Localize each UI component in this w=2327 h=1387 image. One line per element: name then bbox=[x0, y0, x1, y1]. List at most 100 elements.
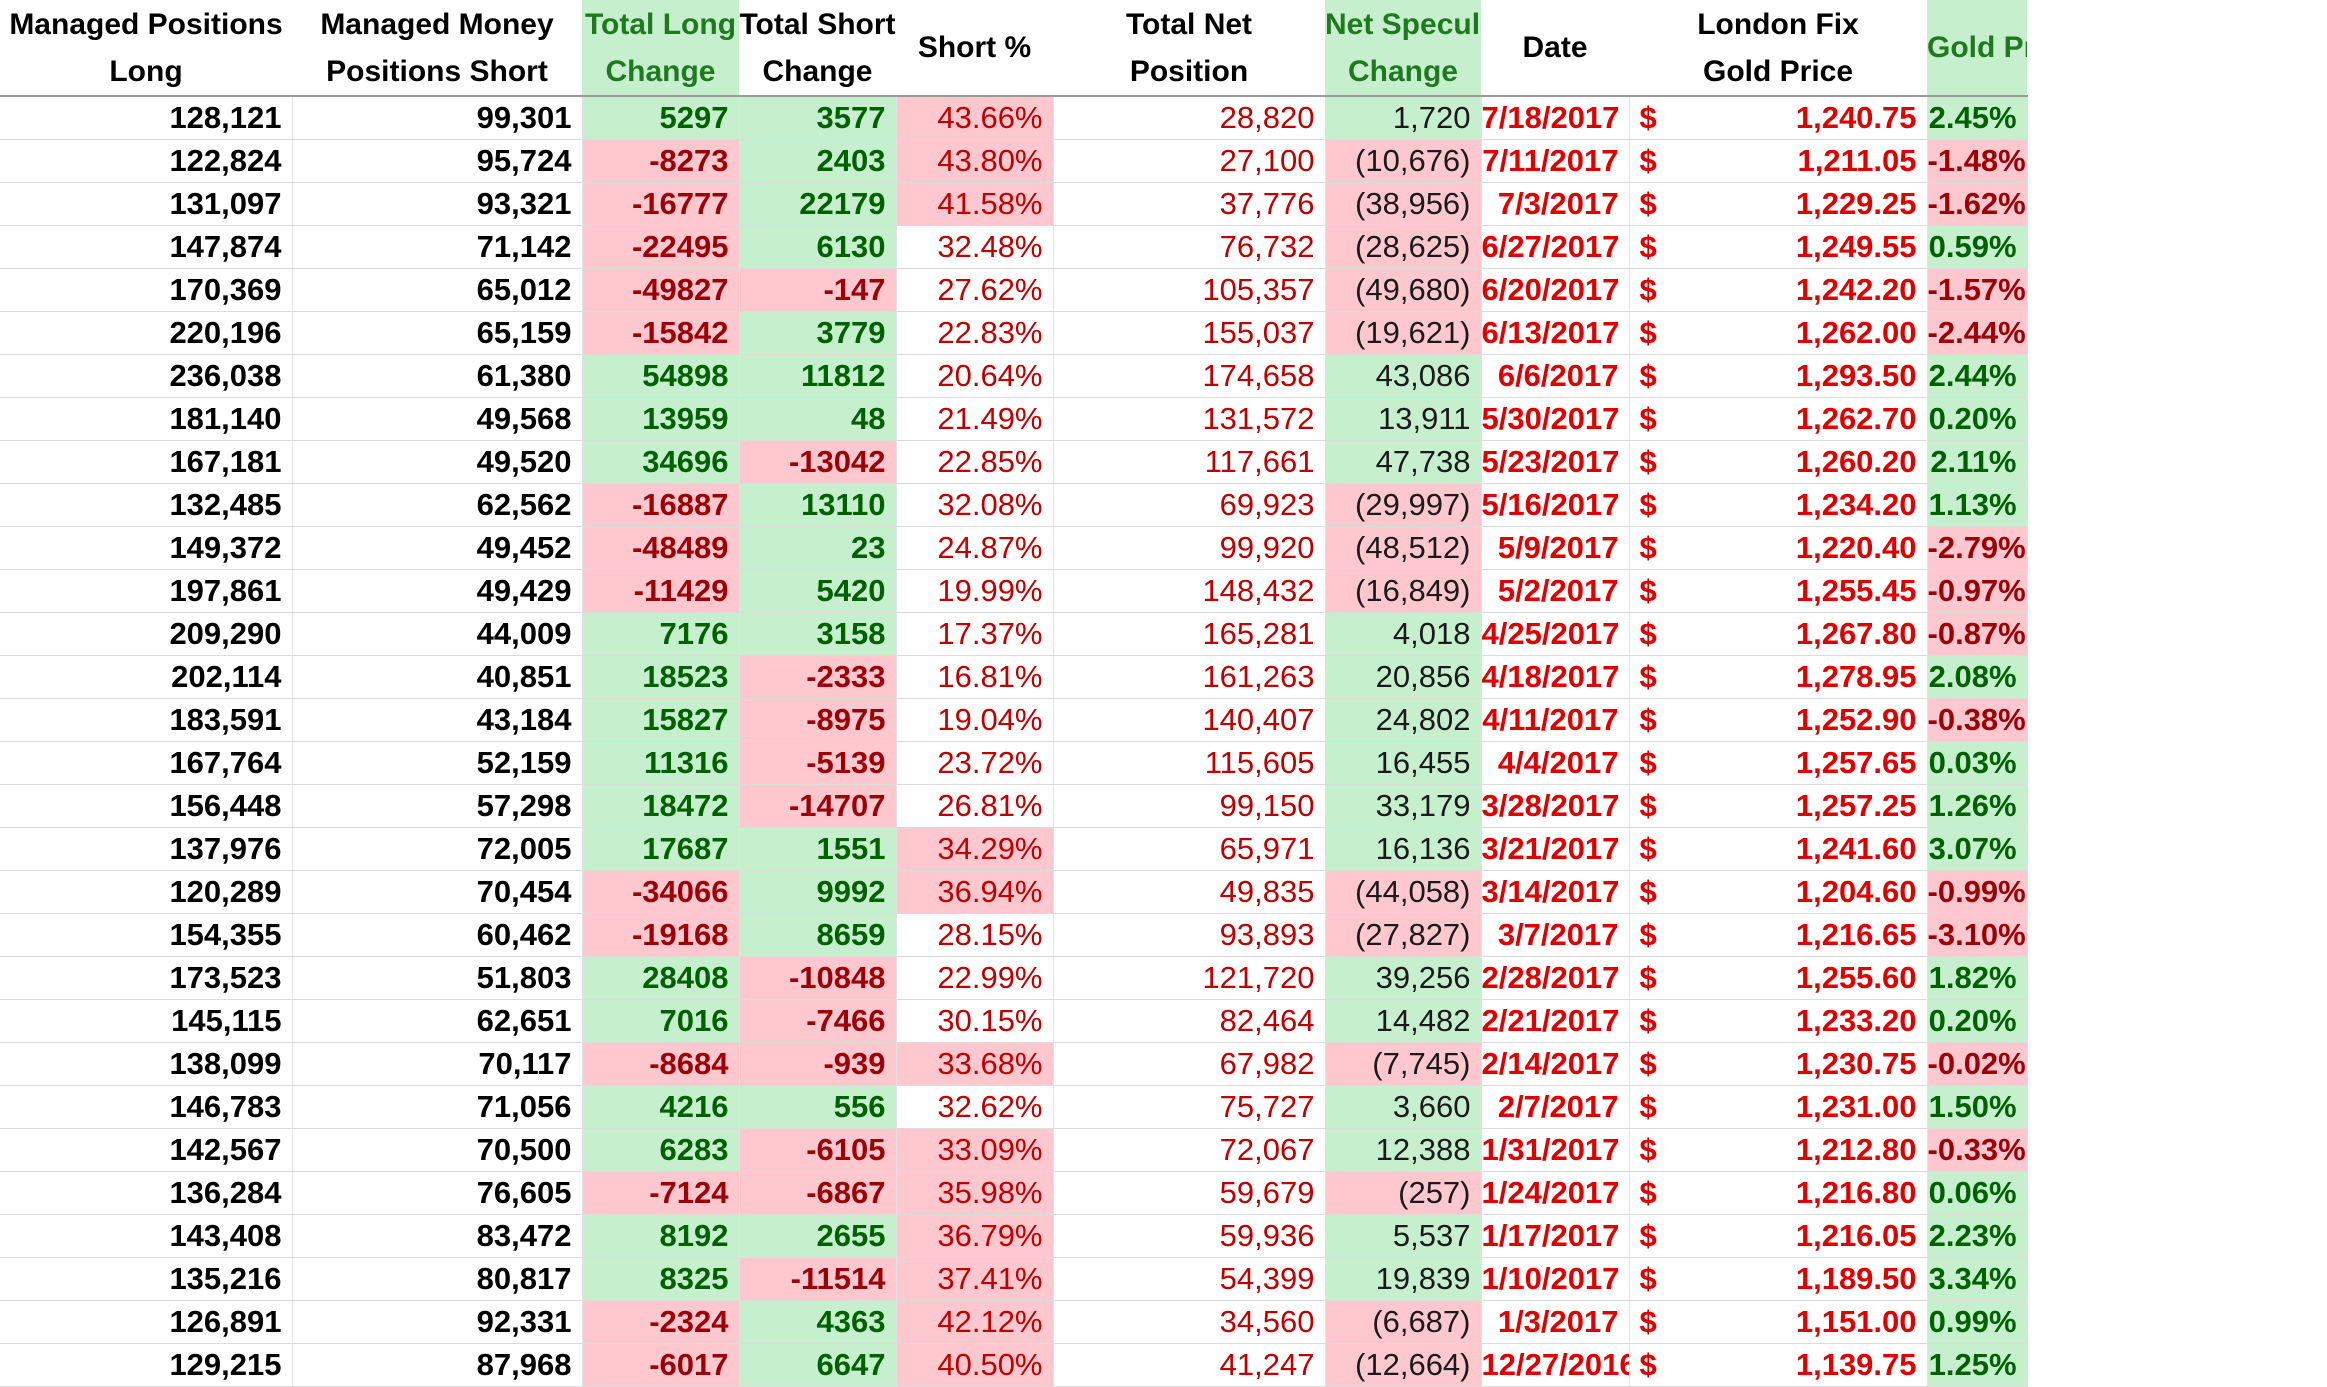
cell-dollar-sign: $ bbox=[1629, 870, 1759, 914]
header-net-speculative-change: Net Speculative Change bbox=[1325, 0, 1481, 97]
header-total-net-position-line-1: Total Net bbox=[1125, 7, 1253, 41]
cell-total-short-change: 11812 bbox=[739, 354, 897, 398]
cell-total-long-change: -34066 bbox=[582, 870, 740, 914]
cell-dollar-sign: $ bbox=[1629, 354, 1759, 398]
cell-total-long-change: -19168 bbox=[582, 913, 740, 957]
table-row: 220,196 65,159 -15842 3779 22.83% 155,037 (19,… bbox=[0, 311, 2327, 355]
cell-short-pct: 35.98% bbox=[896, 1171, 1054, 1215]
cell-dollar-sign: $ bbox=[1629, 913, 1759, 957]
header-net-speculative-change-line-2: Change bbox=[1347, 54, 1458, 88]
cell-total-net-position: 59,679 bbox=[1053, 1171, 1326, 1215]
cell-dollar-sign: $ bbox=[1629, 483, 1759, 527]
cell-short-pct: 37.41% bbox=[896, 1257, 1054, 1301]
cell-date: 1/10/2017 bbox=[1481, 1257, 1630, 1301]
cell-net-speculative-change: (27,827) bbox=[1325, 913, 1482, 957]
cell-managed-short: 62,562 bbox=[292, 483, 583, 527]
header-gold-price-chg-pct: Gold Price Chg % bbox=[1927, 0, 2028, 97]
cell-total-short-change: 1551 bbox=[739, 827, 897, 871]
cell-gold-price: 1,234.20 bbox=[1759, 483, 1928, 527]
table-row: 156,448 57,298 18472 -14707 26.81% 99,150 33,1… bbox=[0, 784, 2327, 828]
cell-total-net-position: 69,923 bbox=[1053, 483, 1326, 527]
cell-total-net-position: 131,572 bbox=[1053, 397, 1326, 441]
table-row: 129,215 87,968 -6017 6647 40.50% 41,247 (12,66… bbox=[0, 1343, 2327, 1387]
cell-total-short-change: 8659 bbox=[739, 913, 897, 957]
cell-total-long-change: 54898 bbox=[582, 354, 740, 398]
cell-short-pct: 36.94% bbox=[896, 870, 1054, 914]
cell-total-net-position: 161,263 bbox=[1053, 655, 1326, 699]
table-row: 136,284 76,605 -7124 -6867 35.98% 59,679 (257)… bbox=[0, 1171, 2327, 1215]
cell-total-net-position: 28,820 bbox=[1053, 96, 1326, 140]
table-row: 137,976 72,005 17687 1551 34.29% 65,971 16,136… bbox=[0, 827, 2327, 871]
header-managed-positions-long-line-1: Managed Positions bbox=[9, 7, 283, 41]
cell-date: 4/11/2017 bbox=[1481, 698, 1630, 742]
header-total-long-change-line-1: Total Long bbox=[584, 7, 737, 41]
cell-total-long-change: 6283 bbox=[582, 1128, 740, 1172]
table-row: 145,115 62,651 7016 -7466 30.15% 82,464 14,482… bbox=[0, 999, 2327, 1043]
table-row: 142,567 70,500 6283 -6105 33.09% 72,067 12,388… bbox=[0, 1128, 2327, 1172]
cell-total-net-position: 148,432 bbox=[1053, 569, 1326, 613]
cell-date: 5/23/2017 bbox=[1481, 440, 1630, 484]
cell-net-speculative-change: 47,738 bbox=[1325, 440, 1482, 484]
cell-date: 6/27/2017 bbox=[1481, 225, 1630, 269]
cell-date: 1/17/2017 bbox=[1481, 1214, 1630, 1258]
cell-net-speculative-change: 24,802 bbox=[1325, 698, 1482, 742]
cell-total-long-change: -15842 bbox=[582, 311, 740, 355]
cell-total-short-change: -5139 bbox=[739, 741, 897, 785]
cell-gold-price-chg-pct: 0.03% bbox=[1927, 741, 2028, 785]
cell-net-speculative-change: (12,664) bbox=[1325, 1343, 1482, 1387]
cell-dollar-sign: $ bbox=[1629, 1128, 1759, 1172]
cell-managed-long: 138,099 bbox=[0, 1042, 293, 1086]
cell-managed-long: 202,114 bbox=[0, 655, 293, 699]
cell-total-net-position: 99,150 bbox=[1053, 784, 1326, 828]
table-row: 131,097 93,321 -16777 22179 41.58% 37,776 (38,… bbox=[0, 182, 2327, 226]
header-london-fix-gold-price-line-1: London Fix bbox=[1697, 7, 1859, 41]
cell-total-long-change: -16887 bbox=[582, 483, 740, 527]
cell-total-long-change: 34696 bbox=[582, 440, 740, 484]
cell-short-pct: 40.50% bbox=[896, 1343, 1054, 1387]
cell-net-speculative-change: (6,687) bbox=[1325, 1300, 1482, 1344]
cell-gold-price: 1,204.60 bbox=[1759, 870, 1928, 914]
cell-gold-price-chg-pct: -0.97% bbox=[1927, 569, 2028, 613]
cell-gold-price: 1,230.75 bbox=[1759, 1042, 1928, 1086]
header-managed-positions-long: Managed Positions Long bbox=[0, 0, 292, 97]
cell-managed-short: 93,321 bbox=[292, 182, 583, 226]
cell-managed-long: 131,097 bbox=[0, 182, 293, 226]
cell-total-long-change: 4216 bbox=[582, 1085, 740, 1129]
cell-managed-short: 70,454 bbox=[292, 870, 583, 914]
cell-gold-price: 1,278.95 bbox=[1759, 655, 1928, 699]
header-date-line-1: Date bbox=[1522, 31, 1588, 64]
cell-gold-price-chg-pct: 0.20% bbox=[1927, 999, 2028, 1043]
cell-dollar-sign: $ bbox=[1629, 956, 1759, 1000]
header-managed-money-short: Managed Money Positions Short bbox=[292, 0, 582, 97]
cell-short-pct: 32.62% bbox=[896, 1085, 1054, 1129]
cell-total-short-change: 6130 bbox=[739, 225, 897, 269]
cell-date: 2/28/2017 bbox=[1481, 956, 1630, 1000]
cell-managed-short: 43,184 bbox=[292, 698, 583, 742]
header-total-short-change-line-1: Total Short bbox=[739, 7, 896, 41]
cell-gold-price-chg-pct: 0.99% bbox=[1927, 1300, 2028, 1344]
cell-gold-price-chg-pct: 2.44% bbox=[1927, 354, 2028, 398]
cell-net-speculative-change: 13,911 bbox=[1325, 397, 1482, 441]
cell-total-long-change: 15827 bbox=[582, 698, 740, 742]
cell-total-long-change: -2324 bbox=[582, 1300, 740, 1344]
cell-total-net-position: 105,357 bbox=[1053, 268, 1326, 312]
header-total-short-change: Total Short Change bbox=[739, 0, 896, 97]
cell-date: 6/6/2017 bbox=[1481, 354, 1630, 398]
cell-managed-short: 95,724 bbox=[292, 139, 583, 183]
cell-managed-long: 145,115 bbox=[0, 999, 293, 1043]
cell-managed-long: 209,290 bbox=[0, 612, 293, 656]
cell-managed-short: 80,817 bbox=[292, 1257, 583, 1301]
cell-managed-long: 197,861 bbox=[0, 569, 293, 613]
cell-short-pct: 32.08% bbox=[896, 483, 1054, 527]
cell-net-speculative-change: 1,720 bbox=[1325, 96, 1482, 140]
cell-net-speculative-change: (7,745) bbox=[1325, 1042, 1482, 1086]
cell-gold-price-chg-pct: -1.57% bbox=[1927, 268, 2028, 312]
cell-gold-price: 1,255.45 bbox=[1759, 569, 1928, 613]
cell-gold-price: 1,231.00 bbox=[1759, 1085, 1928, 1129]
cell-total-long-change: -6017 bbox=[582, 1343, 740, 1387]
header-managed-money-short-line-1: Managed Money bbox=[320, 7, 554, 41]
cell-managed-long: 126,891 bbox=[0, 1300, 293, 1344]
cell-net-speculative-change: 16,455 bbox=[1325, 741, 1482, 785]
cell-gold-price-chg-pct: 2.11% bbox=[1927, 440, 2028, 484]
cell-dollar-sign: $ bbox=[1629, 827, 1759, 871]
